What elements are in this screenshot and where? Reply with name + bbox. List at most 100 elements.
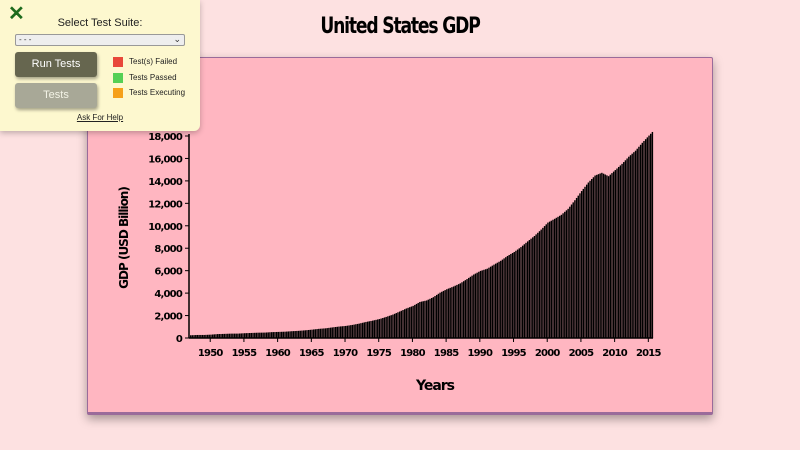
gdp-bar: [478, 271, 480, 338]
gdp-bar: [277, 331, 280, 338]
gdp-bar: [646, 137, 649, 338]
gdp-bar: [543, 226, 546, 338]
gdp-bar: [383, 317, 386, 338]
gdp-bar: [373, 320, 376, 338]
gdp-bar: [265, 332, 268, 338]
gdp-bar: [252, 332, 254, 338]
gdp-bar: [471, 275, 473, 338]
gdp-bar: [336, 326, 339, 338]
gdp-bar: [334, 326, 337, 338]
gdp-bar: [597, 174, 600, 338]
gdp-bar: [220, 333, 222, 338]
y-axis-label: GDP (USD Billion): [117, 187, 131, 289]
gdp-bar: [341, 326, 344, 338]
gdp-bar: [318, 328, 320, 338]
gdp-bar: [442, 290, 445, 338]
gdp-bar: [569, 206, 571, 338]
gdp-bar: [574, 200, 576, 338]
x-tick-label: 1965: [299, 348, 324, 359]
ask-for-help-link[interactable]: Ask For Help: [76, 113, 124, 122]
gdp-bar: [370, 320, 372, 338]
gdp-bar: [560, 214, 563, 338]
gdp-bar: [606, 175, 608, 338]
gdp-bar: [388, 315, 391, 338]
gdp-bar: [601, 172, 603, 338]
gdp-bar: [643, 141, 645, 338]
gdp-bar: [294, 331, 296, 338]
gdp-bar: [282, 331, 285, 338]
gdp-bar: [542, 227, 544, 338]
gdp-bar: [557, 216, 559, 338]
gdp-bar: [607, 176, 610, 338]
suite-selected-value: - - -: [19, 35, 32, 44]
gdp-bar: [511, 252, 514, 338]
gdp-bar: [591, 179, 593, 338]
gdp-bar: [238, 333, 241, 338]
gdp-bar: [326, 328, 328, 338]
gdp-bar: [262, 332, 264, 338]
gdp-bar: [611, 173, 613, 338]
x-tick-label: 2000: [535, 348, 560, 359]
gdp-bar: [501, 259, 504, 338]
gdp-bar: [488, 267, 490, 338]
gdp-bar: [555, 217, 558, 338]
gdp-bar: [321, 328, 323, 338]
gdp-bar: [498, 261, 500, 338]
gdp-bar: [395, 313, 397, 338]
gdp-bar: [619, 165, 622, 338]
gdp-bar: [299, 330, 301, 338]
x-tick-label: 1975: [366, 348, 391, 359]
run-tests-button[interactable]: Run Tests: [15, 52, 97, 77]
gdp-bar: [365, 321, 367, 338]
gdp-bar: [319, 328, 322, 338]
test-suite-select[interactable]: - - - ⌄: [15, 34, 185, 46]
gdp-bar: [469, 276, 472, 338]
gdp-bar: [500, 260, 502, 338]
gdp-bar: [196, 334, 199, 338]
suite-label: Select Test Suite:: [57, 17, 143, 29]
y-tick-label: 2,000: [154, 312, 182, 323]
gdp-bar: [419, 301, 421, 338]
gdp-bar: [270, 332, 273, 338]
gdp-bar: [254, 332, 256, 338]
gdp-bar: [628, 156, 630, 338]
gdp-bar: [503, 258, 505, 338]
gdp-bar: [375, 319, 377, 338]
gdp-bar: [644, 139, 647, 338]
gdp-bar: [459, 283, 462, 338]
tests-button[interactable]: Tests: [15, 83, 97, 108]
gdp-bar: [582, 188, 585, 338]
gdp-bar: [409, 307, 411, 338]
gdp-bar: [350, 325, 352, 338]
close-x-icon[interactable]: ✕: [8, 3, 25, 25]
gdp-bar: [614, 170, 617, 338]
gdp-bar: [523, 244, 526, 338]
gdp-bar: [553, 218, 556, 338]
gdp-bar: [195, 335, 197, 338]
gdp-bar: [422, 301, 424, 338]
gdp-bar: [316, 329, 318, 338]
gdp-bar: [639, 144, 642, 338]
gdp-bar: [617, 166, 620, 338]
gdp-bar: [415, 303, 418, 338]
x-tick-label: 2005: [569, 348, 594, 359]
gdp-bar: [404, 309, 406, 338]
gdp-bar: [518, 248, 520, 338]
gdp-bar: [329, 327, 332, 338]
gdp-bar: [493, 264, 495, 338]
gdp-bar: [624, 160, 627, 338]
gdp-bar: [456, 284, 458, 338]
x-tick-label: 1980: [400, 348, 425, 359]
gdp-bar: [464, 280, 467, 338]
gdp-bar: [232, 333, 234, 338]
gdp-bar: [429, 298, 431, 338]
gdp-bar: [634, 150, 637, 338]
gdp-bar: [243, 333, 246, 338]
gdp-bar: [264, 332, 266, 338]
gdp-bar: [245, 333, 248, 338]
gdp-bar: [577, 195, 579, 338]
gdp-bar: [589, 180, 591, 338]
gdp-bar: [216, 334, 219, 338]
gdp-bar: [449, 287, 451, 338]
gdp-bar: [355, 324, 357, 338]
